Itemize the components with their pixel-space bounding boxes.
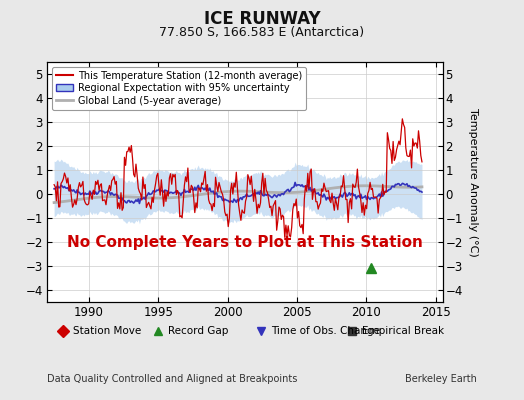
Text: Time of Obs. Change: Time of Obs. Change bbox=[271, 326, 380, 336]
Text: Berkeley Earth: Berkeley Earth bbox=[405, 374, 477, 384]
Text: Station Move: Station Move bbox=[73, 326, 141, 336]
Text: Empirical Break: Empirical Break bbox=[362, 326, 444, 336]
Text: Data Quality Controlled and Aligned at Breakpoints: Data Quality Controlled and Aligned at B… bbox=[47, 374, 298, 384]
Text: Record Gap: Record Gap bbox=[168, 326, 228, 336]
Text: No Complete Years to Plot at This Station: No Complete Years to Plot at This Statio… bbox=[67, 234, 423, 250]
Text: ICE RUNWAY: ICE RUNWAY bbox=[204, 10, 320, 28]
Legend: This Temperature Station (12-month average), Regional Expectation with 95% uncer: This Temperature Station (12-month avera… bbox=[52, 67, 307, 110]
Y-axis label: Temperature Anomaly (°C): Temperature Anomaly (°C) bbox=[468, 108, 478, 256]
Text: 77.850 S, 166.583 E (Antarctica): 77.850 S, 166.583 E (Antarctica) bbox=[159, 26, 365, 39]
